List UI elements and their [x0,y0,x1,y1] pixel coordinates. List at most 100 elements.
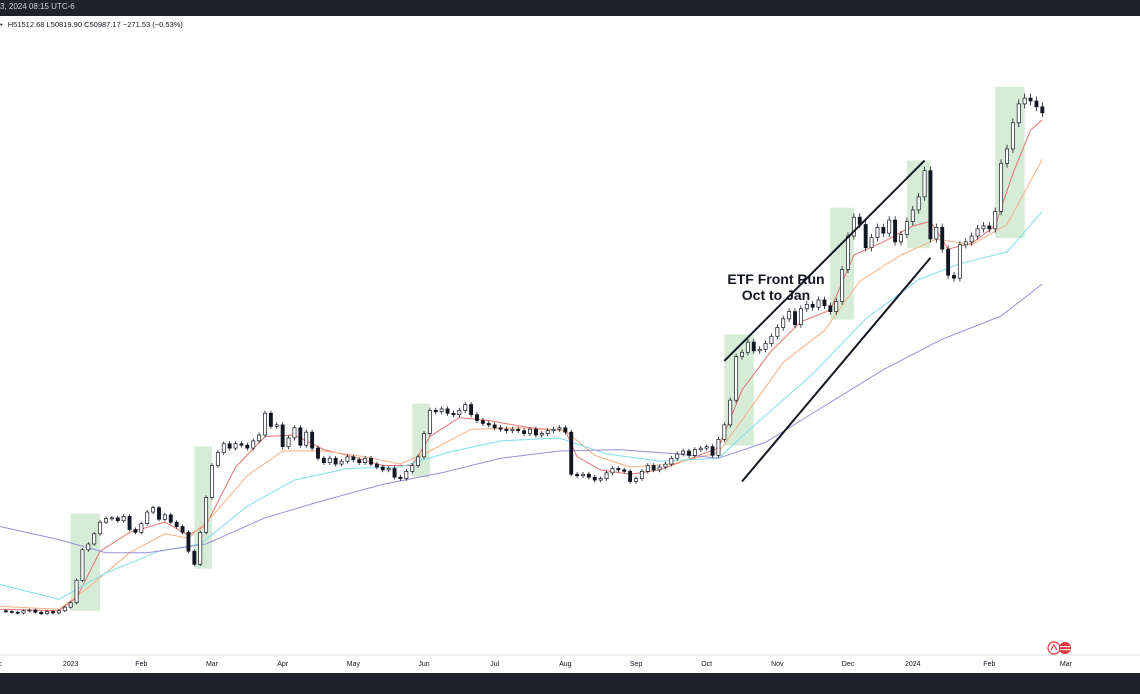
candle-body [245,444,250,449]
candle-body [92,533,97,545]
ohlc-readout: • H51512.68 L50819.90 C50987.17 −271.53 … [0,20,183,29]
candle-body [846,235,850,270]
x-tick-label: Nov [771,661,784,668]
ohlc-high: H51512.68 [7,20,45,29]
candle-body [27,609,32,612]
candle-body [910,209,915,222]
x-tick-label: Apr [277,661,289,668]
candle-body [268,412,273,427]
candles [3,93,1045,616]
candle-body [810,303,815,308]
candle-body [304,431,309,446]
x-tick-label: 2023 [63,661,79,668]
annotation-line-2: Oct to Jan [741,287,811,303]
candle-body [321,457,326,463]
candle-body [875,227,880,238]
candle-body [33,609,38,613]
candle-body [404,471,409,479]
candle-body [904,221,909,235]
candle-body [704,446,709,449]
ohlc-dot: • [0,20,3,29]
ema_slow-line [0,211,1043,600]
candle-body [298,427,303,446]
candle-body [263,412,267,436]
x-tick-label: Aug [559,661,572,668]
candle-body [645,465,650,472]
candle-body [763,343,768,350]
candle-body [410,465,415,472]
candle-body [51,611,55,614]
candle-body [740,351,744,357]
candle-body [215,452,220,466]
candle-body [1005,148,1009,164]
candle-body [369,457,373,465]
candle-body [610,468,615,474]
candle-body [345,456,350,462]
candle-body [757,349,762,352]
candle-body [999,163,1004,212]
candle-body [416,456,421,466]
candle-body [981,225,986,230]
x-axis: c 2023 Feb Mar Apr May Jun Jul Aug Sep Oct Nov Dec 20… [0,654,1140,668]
candle-body [751,341,756,352]
candle-body [775,327,780,337]
candle-body [162,514,167,520]
candle-body [581,473,585,477]
candle-body [651,465,656,471]
candle-body [533,428,538,436]
candle-body [522,430,527,434]
candle-body [3,610,8,613]
candle-body [310,431,315,449]
x-tick-label: Mar [1060,661,1073,668]
candle-body [787,311,792,320]
candle-body [698,447,703,450]
candle-body [569,431,574,475]
candle-body [486,423,491,426]
candle-body [586,473,591,478]
candle-body [798,308,803,326]
candle-body [946,248,951,276]
candle-body [675,453,680,459]
candle-body [251,440,256,449]
candle-body [333,457,338,465]
candle-body [133,529,138,533]
candle-body [687,450,691,456]
candle-body [793,311,797,326]
candle-body [492,424,497,429]
candle-body [745,341,750,353]
x-tick-label: Jun [418,661,429,668]
ema_long-line [0,283,1043,554]
candle-body [681,450,686,455]
candle-body [351,456,356,461]
candle-body [398,476,403,479]
candle-body [692,449,697,456]
candle-body [539,433,544,436]
candle-body [734,356,739,401]
candle-body [157,507,161,520]
candle-body [174,521,179,527]
candle-body [204,497,209,533]
channel-lines [723,159,932,483]
candle-body [145,511,150,524]
x-tick-label: c [0,661,2,668]
candle-body [439,408,444,413]
candle-body [934,227,939,240]
candle-body [68,602,73,608]
x-tick-label: Feb [135,661,147,668]
candle-body [180,526,185,533]
candle-body [957,244,962,279]
candle-body [575,473,580,477]
candle-body [710,446,715,456]
candle-body [227,443,232,449]
candle-body [922,170,927,198]
candle-body [80,549,85,581]
candle-body [498,427,503,430]
annotation-line-1: ETF Front Run [727,271,825,287]
candle-body [233,443,238,449]
candle-body [987,225,992,230]
candle-body [728,399,733,426]
candle-body [663,463,668,468]
channel-line [741,257,932,483]
candle-body [292,427,297,439]
